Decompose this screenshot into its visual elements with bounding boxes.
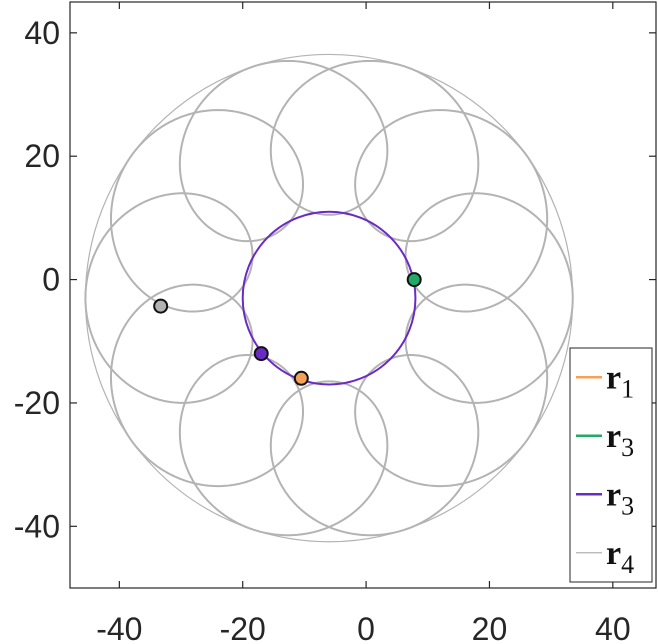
y-tick-label: 40 <box>24 15 60 51</box>
orange-point <box>293 370 309 386</box>
purple-point <box>253 346 269 362</box>
legend-entry: r4 <box>576 535 634 579</box>
legend-label: r1 <box>606 359 634 403</box>
legend-entry: r3 <box>576 476 634 520</box>
y-tick-label: 20 <box>24 138 60 174</box>
legend-entry: r3 <box>576 418 634 462</box>
y-tick-label: 0 <box>42 262 60 298</box>
green-point <box>406 272 422 288</box>
y-tick-label: -40 <box>14 508 60 544</box>
curves <box>84 53 574 543</box>
axes: -40 -20 0 20 40 -40 -20 0 20 40 <box>14 1 657 644</box>
data-points <box>153 272 422 386</box>
legend-box <box>569 347 653 583</box>
y-tick-label: -20 <box>14 385 60 421</box>
legend-label: r4 <box>606 535 634 579</box>
series-r3-circle <box>241 210 417 386</box>
axes-box <box>69 1 657 589</box>
x-tick-label: -20 <box>220 611 266 644</box>
x-tick-label: 0 <box>357 611 375 644</box>
legend-label: r3 <box>606 418 634 462</box>
x-tick-label: -40 <box>96 611 142 644</box>
legend: r1 r3 r3 r4 <box>569 347 653 583</box>
legend-entry: r1 <box>576 359 634 403</box>
legend-label: r3 <box>606 476 634 520</box>
x-tick-label: 40 <box>595 611 631 644</box>
series-r4-envelope <box>84 53 574 543</box>
series-r4-curve <box>84 59 574 537</box>
x-tick-label: 20 <box>472 611 508 644</box>
gray-point <box>153 298 169 314</box>
